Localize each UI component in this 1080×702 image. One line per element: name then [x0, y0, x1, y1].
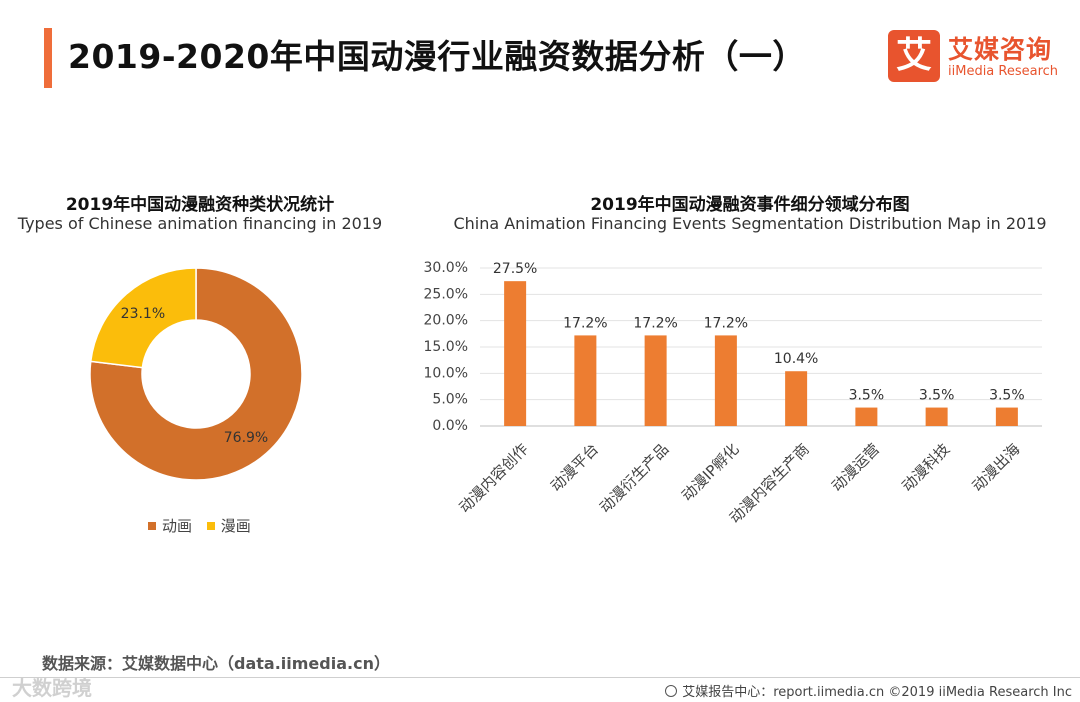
- title-accent-bar: [44, 28, 52, 88]
- bar-chart-subtitle: China Animation Financing Events Segment…: [453, 214, 1047, 233]
- bar: [785, 371, 808, 426]
- legend-item-animation: 动画: [148, 515, 192, 536]
- logo-text-en: iiMedia Research: [948, 64, 1059, 79]
- x-tick-label: 动漫IP孵化: [678, 440, 743, 505]
- bar: [644, 335, 667, 426]
- donut-data-label: 76.9%: [224, 430, 268, 446]
- x-tick-label: 动漫运营: [828, 440, 883, 495]
- y-tick-label: 15.0%: [424, 339, 468, 355]
- donut-slice: [89, 267, 303, 481]
- bar: [855, 407, 878, 426]
- logo-text-cn: 艾媒咨询: [948, 35, 1053, 64]
- page-title: 2019-2020年中国动漫行业融资数据分析（一）: [68, 37, 806, 76]
- bar-data-label: 10.4%: [774, 351, 818, 367]
- bar-data-label: 3.5%: [989, 388, 1025, 404]
- legend-swatch-comic: [206, 521, 215, 530]
- x-tick-label: 动漫科技: [898, 440, 953, 495]
- bar: [714, 335, 737, 426]
- footer: 艾媒报告中心：report.iimedia.cn ©2019 iiMedia R…: [665, 681, 1072, 700]
- bar-chart-title: 2019年中国动漫融资事件细分领域分布图: [590, 195, 910, 215]
- donut-legend: 动画 漫画: [148, 515, 261, 536]
- globe-icon: [665, 684, 678, 697]
- bar: [574, 335, 597, 426]
- donut-chart-subtitle: Types of Chinese animation financing in …: [17, 214, 383, 233]
- legend-label-comic: 漫画: [220, 517, 251, 535]
- bar-data-label: 3.5%: [919, 388, 955, 404]
- legend-swatch-animation: [148, 521, 156, 530]
- x-tick-label: 动漫内容创作: [455, 440, 531, 516]
- footer-divider: [0, 677, 1080, 678]
- donut-chart: 76.9% 23.1%: [89, 267, 303, 481]
- footer-text: 艾媒报告中心：report.iimedia.cn ©2019 iiMedia R…: [682, 685, 1072, 700]
- bar: [995, 407, 1018, 426]
- y-tick-label: 0.0%: [432, 418, 468, 434]
- x-tick-label: 动漫衍生产品: [596, 440, 672, 516]
- iimedia-logo: 艾 艾媒咨询 iiMedia Research: [888, 30, 1060, 86]
- y-tick-label: 20.0%: [424, 313, 468, 329]
- bar: [925, 407, 948, 426]
- logo-mark-icon: 艾: [888, 30, 940, 82]
- donut-chart-title: 2019年中国动漫融资种类状况统计: [65, 195, 335, 215]
- legend-item-comic: 漫画: [206, 515, 251, 536]
- bar-data-label: 17.2%: [704, 315, 748, 331]
- y-tick-label: 25.0%: [424, 286, 468, 302]
- watermark: 大数跨境: [12, 676, 92, 700]
- y-tick-label: 30.0%: [424, 260, 468, 276]
- donut-data-label: 23.1%: [121, 306, 165, 322]
- legend-label-animation: 动画: [162, 517, 193, 535]
- bar: [504, 281, 527, 426]
- y-tick-label: 10.0%: [424, 365, 468, 381]
- donut-slice: [89, 267, 197, 369]
- x-tick-label: 动漫平台: [547, 440, 602, 495]
- bar-data-label: 17.2%: [633, 315, 677, 331]
- bar-data-label: 27.5%: [493, 261, 537, 277]
- bar-data-label: 3.5%: [849, 388, 885, 404]
- bar-data-label: 17.2%: [563, 315, 607, 331]
- x-tick-label: 动漫出海: [968, 440, 1023, 495]
- bar-chart: 0.0% 5.0% 10.0% 15.0% 20.0% 25.0% 30.0% 27.5% 动漫…: [424, 260, 1042, 527]
- y-tick-label: 5.0%: [432, 392, 468, 408]
- data-source: 数据来源：艾媒数据中心（data.iimedia.cn）: [42, 654, 390, 673]
